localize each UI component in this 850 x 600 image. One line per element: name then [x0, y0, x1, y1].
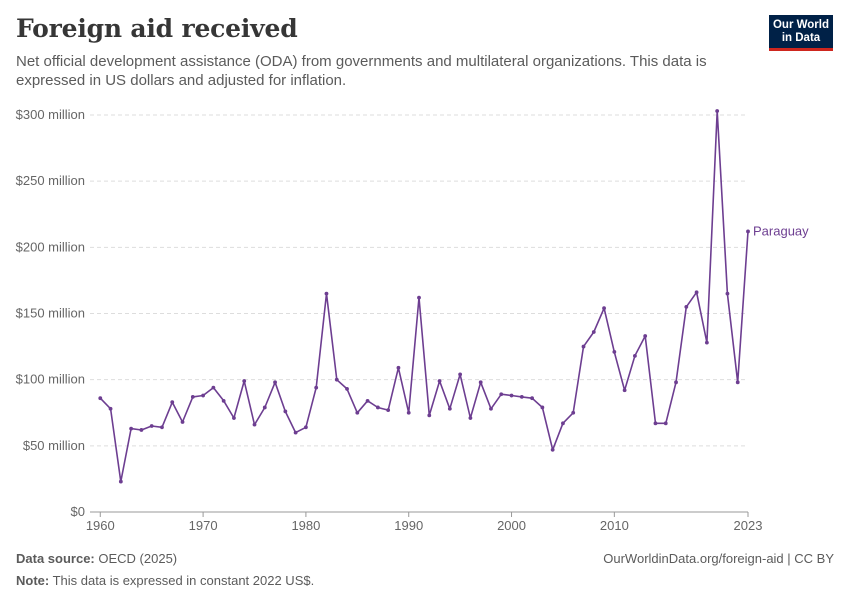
data-point[interactable]	[694, 290, 699, 295]
y-axis-tick-labels: $0 $50 million $100 million $150 million $20…	[16, 107, 85, 519]
series-label: Paraguay	[753, 223, 809, 238]
owid-logo[interactable]: Our World in Data	[769, 15, 833, 51]
data-point[interactable]	[129, 426, 134, 431]
data-point[interactable]	[622, 388, 627, 393]
x-axis: 1960 1970 1980 1990 2000 2010 2023	[86, 511, 763, 533]
data-point[interactable]	[98, 396, 103, 401]
data-point[interactable]	[108, 406, 113, 411]
data-point[interactable]	[447, 406, 452, 411]
x-tick-label: 2010	[600, 518, 629, 533]
x-tick-label: 1970	[189, 518, 218, 533]
data-point[interactable]	[612, 349, 617, 354]
logo-line-2: in Data	[781, 32, 821, 44]
chart-title: Foreign aid received	[16, 14, 298, 43]
data-point[interactable]	[725, 291, 730, 296]
y-tick-label: $150 million	[16, 306, 85, 321]
note-text: This data is expressed in constant 2022 …	[52, 573, 315, 588]
data-point[interactable]	[653, 421, 658, 426]
data-point[interactable]	[591, 330, 596, 334]
data-point[interactable]	[139, 428, 144, 432]
data-point[interactable]	[252, 422, 257, 427]
data-point[interactable]	[386, 408, 391, 413]
data-point[interactable]	[149, 424, 154, 428]
data-point[interactable]	[375, 405, 380, 410]
chart-note: Note: This data is expressed in constant…	[16, 570, 314, 592]
data-point[interactable]	[365, 398, 370, 403]
data-point[interactable]	[540, 405, 545, 410]
data-point[interactable]	[242, 379, 247, 383]
footer-url[interactable]: OurWorldinData.org/foreign-aid | CC BY	[603, 551, 834, 566]
x-tick-label: 2000	[497, 518, 526, 533]
data-point[interactable]	[232, 416, 236, 420]
y-tick-label: $300 million	[16, 107, 85, 122]
data-point[interactable]	[674, 380, 678, 385]
data-point[interactable]	[509, 393, 514, 398]
y-tick-label: $200 million	[16, 239, 85, 254]
data-point[interactable]	[663, 421, 668, 426]
data-point[interactable]	[746, 229, 750, 234]
data-point[interactable]	[735, 380, 740, 385]
data-point[interactable]	[550, 447, 555, 452]
data-point[interactable]	[273, 380, 277, 385]
gridlines	[90, 114, 748, 447]
data-point[interactable]	[417, 295, 421, 300]
x-tick-label: 1980	[291, 518, 320, 533]
data-point[interactable]	[201, 393, 205, 398]
x-tick-label: 2023	[734, 518, 763, 533]
data-point[interactable]	[643, 334, 648, 338]
y-tick-label: $250 million	[16, 173, 85, 188]
data-point[interactable]	[345, 387, 349, 391]
series-paraguay[interactable]: Paraguay	[98, 109, 809, 484]
data-point[interactable]	[170, 400, 175, 405]
data-point[interactable]	[499, 392, 504, 397]
data-point[interactable]	[633, 353, 637, 358]
data-point[interactable]	[314, 385, 319, 390]
data-source-label: Data source:	[16, 551, 95, 566]
y-tick-label: $0	[71, 504, 85, 519]
x-tick-label: 1960	[86, 518, 115, 533]
data-point[interactable]	[602, 306, 606, 311]
data-point[interactable]	[468, 416, 473, 420]
logo-line-1: Our World	[772, 19, 829, 31]
data-point[interactable]	[561, 421, 565, 426]
data-point[interactable]	[406, 410, 411, 415]
chart-subtitle: Net official development assistance (ODA…	[16, 53, 707, 89]
data-point[interactable]	[704, 340, 709, 345]
footer-sources: Data source: OECD (2025) Note: This data…	[16, 548, 314, 592]
series-line[interactable]	[99, 110, 749, 483]
note-label: Note:	[16, 573, 50, 588]
data-point[interactable]	[427, 413, 432, 418]
data-point[interactable]	[581, 344, 586, 349]
data-point[interactable]	[571, 410, 576, 415]
data-point[interactable]	[283, 409, 288, 414]
data-point[interactable]	[684, 304, 689, 309]
data-point[interactable]	[458, 372, 463, 377]
data-point[interactable]	[221, 398, 226, 403]
x-tick-label: 1990	[394, 518, 423, 533]
data-point[interactable]	[118, 479, 123, 484]
y-tick-label: $50 million	[23, 438, 85, 453]
data-point[interactable]	[355, 410, 360, 415]
data-point[interactable]	[437, 379, 442, 383]
data-source-link[interactable]: OECD (2025)	[98, 551, 178, 566]
data-point[interactable]	[160, 425, 164, 430]
data-point[interactable]	[190, 394, 195, 399]
data-point[interactable]	[262, 405, 267, 410]
data-point[interactable]	[715, 109, 720, 113]
data-point[interactable]	[293, 430, 298, 435]
data-point[interactable]	[334, 377, 339, 382]
data-point[interactable]	[211, 385, 216, 390]
data-point[interactable]	[304, 425, 308, 430]
data-source: Data source: OECD (2025)	[16, 548, 314, 570]
data-point[interactable]	[519, 394, 524, 399]
data-point[interactable]	[530, 396, 534, 401]
data-point[interactable]	[180, 420, 185, 424]
data-point[interactable]	[324, 291, 329, 296]
y-tick-label: $100 million	[16, 372, 85, 387]
data-point[interactable]	[489, 406, 493, 411]
data-point[interactable]	[396, 365, 401, 370]
data-point[interactable]	[478, 380, 483, 385]
